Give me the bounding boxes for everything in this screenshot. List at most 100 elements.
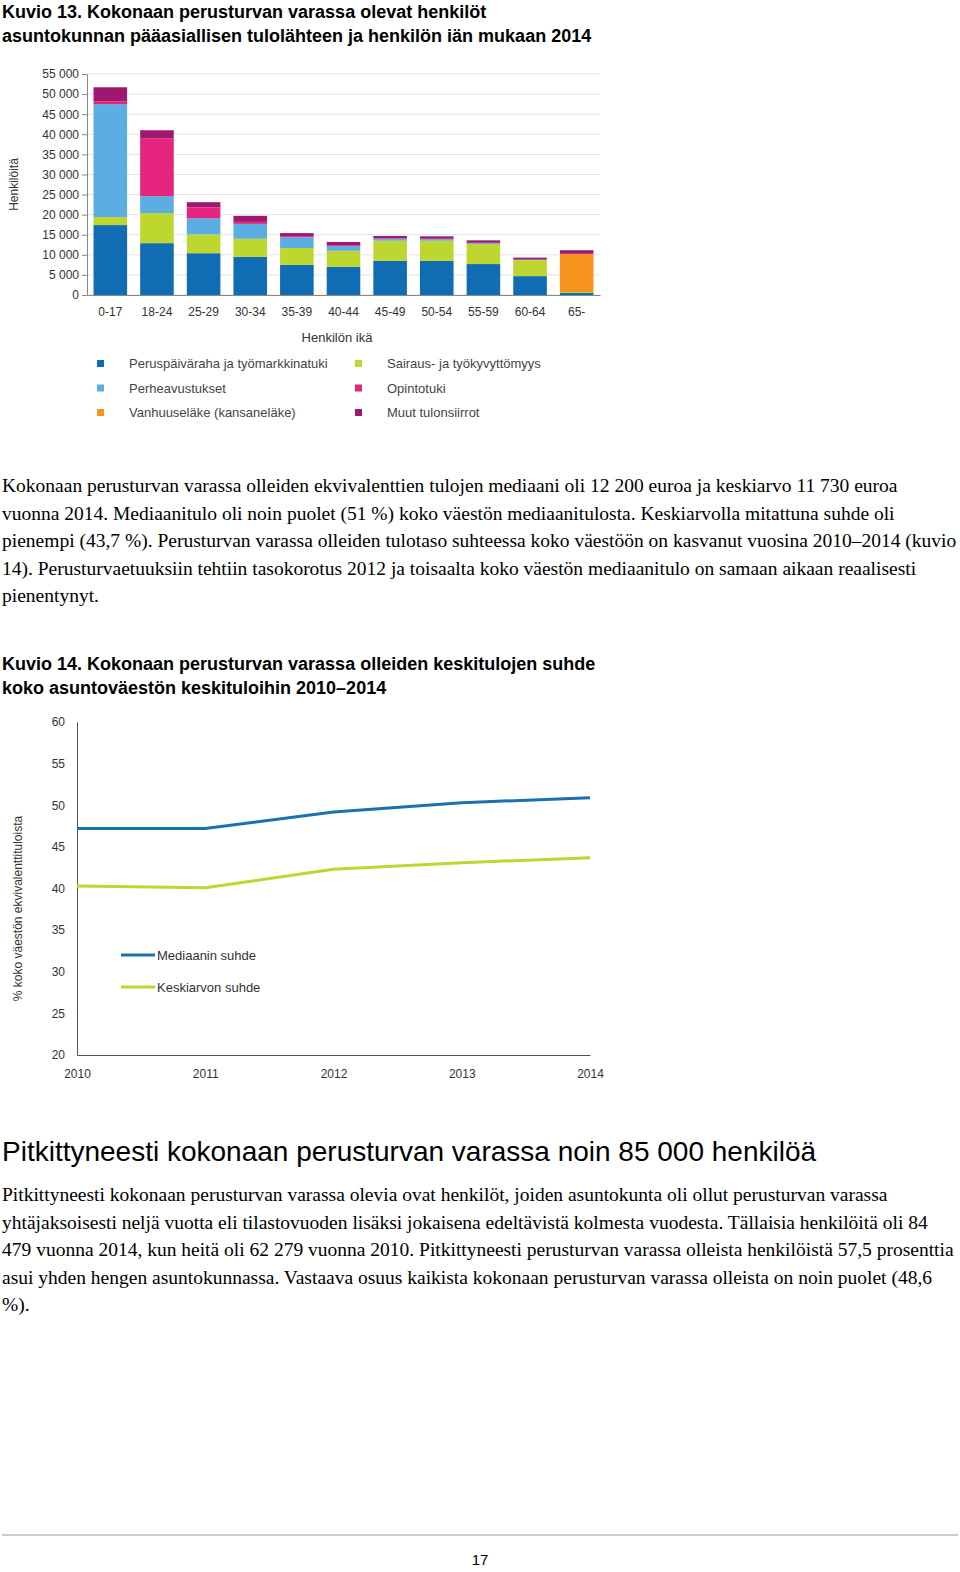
tick: 2011 [193, 1055, 219, 1081]
grid-line [87, 114, 600, 115]
bar [560, 293, 594, 295]
bar [187, 234, 221, 253]
bar [94, 217, 128, 225]
tick-mark [82, 174, 87, 175]
tick-label: 50 000 [42, 87, 79, 101]
tick-label: 55 000 [42, 67, 79, 81]
bar [327, 242, 361, 245]
tick: 60-64 [515, 295, 546, 319]
tick-mark [82, 134, 87, 135]
grid-line [87, 74, 600, 75]
tick-mark [82, 215, 87, 216]
bar [373, 261, 407, 295]
legend-label: Sairaus- ja työkyvyttömyys [387, 356, 541, 371]
legend-label: Mediaanin suhde [157, 948, 256, 963]
chart-title: koko asuntoväestön keskituloihin 2010–20… [2, 676, 386, 700]
tick-label: 5 000 [49, 268, 79, 282]
tick-label: 45-49 [375, 305, 406, 319]
page-rule [2, 1535, 958, 1536]
tick: 30 [52, 965, 77, 979]
legend-swatch [97, 409, 104, 416]
legend-swatch [121, 986, 155, 989]
bar [233, 257, 267, 295]
tick: 60 [52, 715, 77, 729]
bar [513, 258, 547, 260]
bar [187, 202, 221, 207]
bar [513, 260, 547, 276]
tick-mark [82, 195, 87, 196]
paragraph: Kokonaan perusturvan varassa olleiden ek… [2, 472, 958, 610]
tick: 15 000 [42, 228, 87, 242]
tick: 45-49 [375, 295, 406, 319]
tick-label: 2014 [577, 1067, 604, 1081]
bar [280, 236, 314, 237]
tick-label: 45 [52, 840, 66, 854]
bar [467, 243, 501, 244]
bar [140, 138, 174, 196]
tick-label: 2012 [321, 1067, 348, 1081]
axis-title: % koko väestön ekvivalenttituloista [11, 815, 25, 1001]
tick-label: 18-24 [142, 305, 173, 319]
x-axis: 0-1718-2425-2930-3435-3940-4445-4950-545… [88, 295, 601, 319]
tick-label: 2011 [193, 1067, 219, 1081]
tick: 35-39 [282, 295, 313, 319]
tick: 2010 [64, 1055, 91, 1081]
bar [280, 237, 314, 248]
bar [187, 207, 221, 218]
bar [560, 254, 594, 292]
y-axis: 05 00010 00015 00020 00025 00030 00035 0… [42, 67, 87, 302]
bar [560, 292, 594, 293]
tick: 50 [52, 799, 77, 813]
axis-title: Henkilöitä [7, 158, 21, 211]
bar [420, 241, 454, 261]
tick-mark [82, 255, 87, 256]
tick: 30-34 [235, 295, 266, 319]
tick: 5 000 [49, 268, 87, 282]
tick: 10 000 [42, 248, 87, 262]
tick-label: 30 [52, 965, 66, 979]
bar [327, 267, 361, 295]
tick: 55 [52, 757, 77, 771]
axis-line [87, 75, 88, 296]
tick-label: 45 000 [42, 108, 79, 122]
legend-swatch [97, 360, 104, 367]
tick: 40 [52, 882, 77, 896]
grid [87, 74, 600, 295]
series [94, 101, 501, 246]
legend: Mediaanin suhdeKeskiarvon suhde [121, 948, 260, 995]
legend-swatch [97, 385, 104, 392]
bar [467, 244, 501, 264]
tick-mark [82, 275, 87, 276]
bar [373, 239, 407, 241]
tick: 55-59 [468, 295, 499, 319]
tick-label: 35-39 [282, 305, 313, 319]
bar [467, 240, 501, 242]
bar [140, 213, 174, 243]
bars [94, 87, 594, 295]
tick: 20 000 [42, 208, 87, 222]
tick-label: 2013 [449, 1067, 476, 1081]
legend-label: Peruspäiväraha ja työmarkkinatuki [129, 356, 328, 371]
tick-label: 35 000 [42, 148, 79, 162]
tick-label: 0 [72, 288, 79, 302]
bar [560, 250, 594, 254]
bar [420, 236, 454, 238]
bar [327, 251, 361, 267]
bar [140, 196, 174, 213]
tick-label: 55-59 [468, 305, 499, 319]
bar [327, 246, 361, 251]
tick-label: 50 [52, 799, 66, 813]
tick-label: 20 [52, 1048, 66, 1062]
tick-label: 15 000 [42, 228, 79, 242]
tick-label: 60-64 [515, 305, 546, 319]
bar [140, 243, 174, 295]
tick: 55 000 [42, 67, 87, 81]
tick: 50-54 [421, 295, 452, 319]
tick: 0-17 [98, 295, 122, 319]
x-axis: 2010 2011 2012 2013 2014 [64, 1055, 604, 1081]
page-number: 17 [0, 1551, 960, 1568]
tick-mark [82, 74, 87, 75]
bar [233, 239, 267, 257]
tick-label: 55 [52, 757, 66, 771]
tick: 25 000 [42, 188, 87, 202]
